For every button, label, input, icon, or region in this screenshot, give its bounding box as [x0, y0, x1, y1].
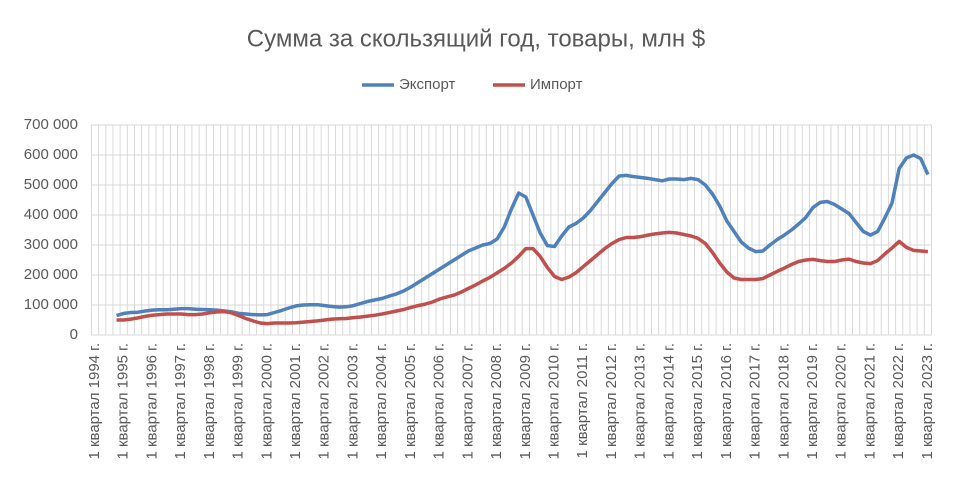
x-tick-label: 1 квартал 2002 г. — [316, 343, 333, 460]
y-tick-label: 200 000 — [24, 266, 78, 283]
x-tick-label: 1 квартал 1994 г. — [86, 343, 103, 460]
line — [116, 153, 930, 318]
x-tick-label: 1 квартал 2005 г. — [402, 343, 419, 460]
x-tick-label: 1 квартал 2003 г. — [344, 343, 361, 460]
chart-title: Сумма за скользящий год, товары, млн $ — [247, 25, 705, 52]
x-tick-label: 1 квартал 1997 г. — [172, 343, 189, 460]
x-tick-label: 1 квартал 1998 г. — [201, 343, 218, 460]
x-tick-label: 1 квартал 2007 г. — [459, 343, 476, 460]
x-tick-label: 1 квартал 2015 г. — [689, 343, 706, 460]
x-tick-label: 1 квартал 2013 г. — [632, 343, 649, 460]
x-tick-label: 1 квартал 2022 г. — [890, 343, 907, 460]
y-tick-label: 300 000 — [24, 236, 78, 253]
y-tick-label: 500 000 — [24, 176, 78, 193]
legend-label: Импорт — [530, 76, 583, 93]
x-tick-label: 1 квартал 2017 г. — [747, 343, 764, 460]
line — [116, 230, 929, 326]
x-tick-label: 1 квартал 2019 г. — [804, 343, 821, 460]
legend-label: Экспорт — [399, 76, 455, 93]
x-tick-label: 1 квартал 1995 г. — [115, 343, 132, 460]
x-tick-label: 1 квартал 2023 г. — [919, 343, 936, 460]
x-tick-label: 1 квартал 2006 г. — [431, 343, 448, 460]
x-tick-label: 1 квартал 2009 г. — [517, 343, 534, 460]
x-tick-label: 1 квартал 2016 г. — [718, 343, 735, 460]
y-tick-label: 700 000 — [24, 116, 78, 133]
x-tick-label: 1 квартал 2020 г. — [833, 343, 850, 460]
x-tick-label: 1 квартал 2021 г. — [861, 343, 878, 460]
x-tick-label: 1 квартал 2000 г. — [258, 343, 275, 460]
x-tick-label: 1 квартал 2008 г. — [488, 343, 505, 460]
x-tick-label: 1 квартал 2014 г. — [660, 343, 677, 460]
y-tick-label: 0 — [70, 326, 78, 343]
x-tick-label: 1 квартал 2004 г. — [373, 343, 390, 460]
y-tick-label: 400 000 — [24, 206, 78, 223]
y-tick-label: 100 000 — [24, 296, 78, 313]
x-tick-label: 1 квартал 2001 г. — [287, 343, 304, 460]
x-tick-label: 1 квартал 2010 г. — [546, 343, 563, 460]
y-tick-label: 600 000 — [24, 146, 78, 163]
x-tick-label: 1 квартал 1996 г. — [143, 343, 160, 460]
x-tick-label: 1 квартал 2011 г. — [574, 343, 591, 458]
x-tick-label: 1 квартал 2012 г. — [603, 343, 620, 460]
x-tick-label: 1 квартал 2018 г. — [775, 343, 792, 460]
x-tick-label: 1 квартал 1999 г. — [230, 343, 247, 460]
